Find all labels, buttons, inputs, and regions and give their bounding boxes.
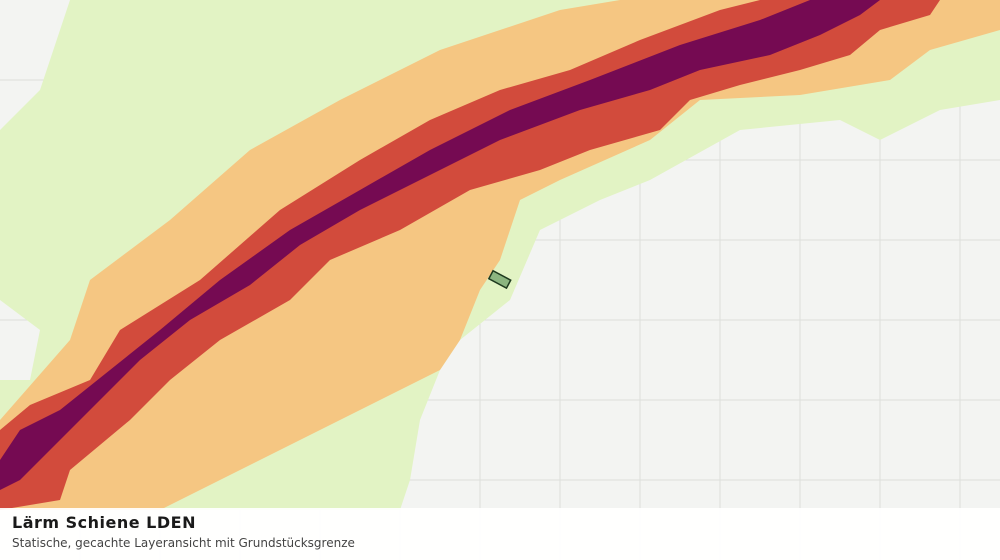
noise-zone-medium [0,0,1000,510]
caption-title: Lärm Schiene LDEN [12,513,196,532]
noise-zone-high [0,0,940,510]
property-boundary[interactable] [487,269,512,290]
caption-panel: Lärm Schiene LDEN Statische, gecachte La… [0,508,1000,560]
caption-subtitle: Statische, gecachte Layeransicht mit Gru… [12,536,355,550]
